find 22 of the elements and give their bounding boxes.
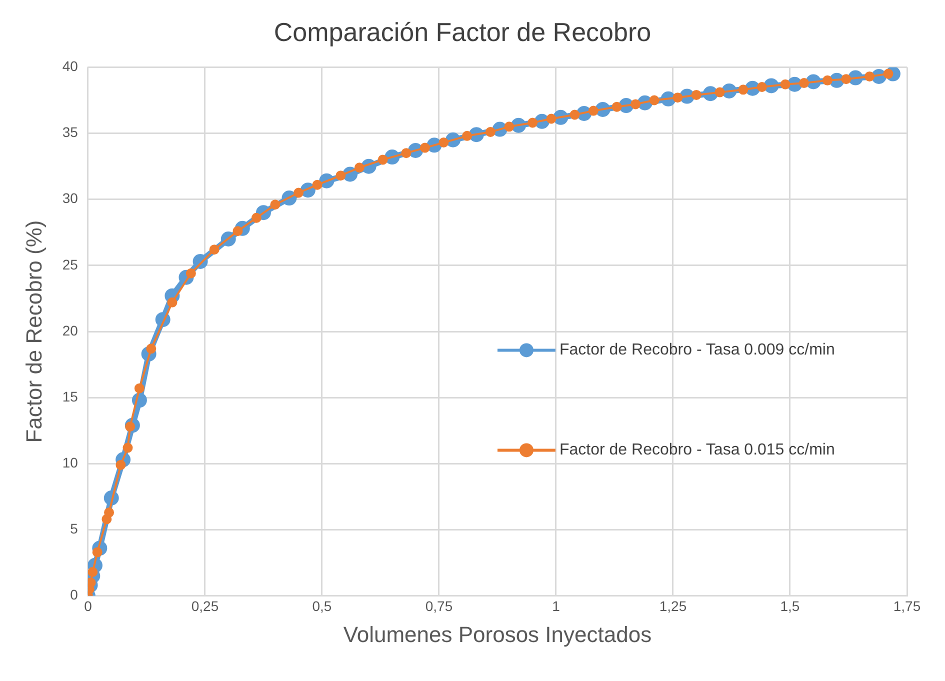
x-tick-label: 1,5: [780, 598, 800, 614]
x-tick-label: 0,5: [312, 598, 332, 614]
chart-title: Comparación Factor de Recobro: [274, 16, 652, 47]
x-tick-label: 0,75: [425, 598, 453, 614]
y-tick-label: 20: [62, 322, 78, 338]
x-axis-title: Volumenes Porosos Inyectados: [343, 622, 652, 647]
y-tick-label: 5: [70, 520, 78, 537]
legend-label: Factor de Recobro - Tasa 0.009 cc/min: [559, 342, 835, 359]
y-axis-title: Factor de Recobro (%): [21, 220, 46, 443]
y-tick-label: 30: [62, 190, 78, 206]
y-tick-label: 25: [62, 256, 78, 272]
y-tick-label: 10: [62, 454, 78, 471]
y-tick-label: 0: [70, 586, 78, 603]
y-tick-label: 40: [62, 58, 78, 74]
x-tick-label: 1,75: [893, 598, 921, 614]
y-tick-label: 15: [62, 388, 78, 404]
legend-label: Factor de Recobro - Tasa 0.015 cc/min: [559, 442, 835, 459]
y-tick-label: 35: [62, 124, 78, 140]
x-tick-label: 1,25: [659, 598, 687, 614]
x-tick-label: 1: [552, 598, 560, 614]
x-tick-label: 0,25: [191, 598, 219, 614]
x-tick-label: 0: [84, 598, 92, 614]
